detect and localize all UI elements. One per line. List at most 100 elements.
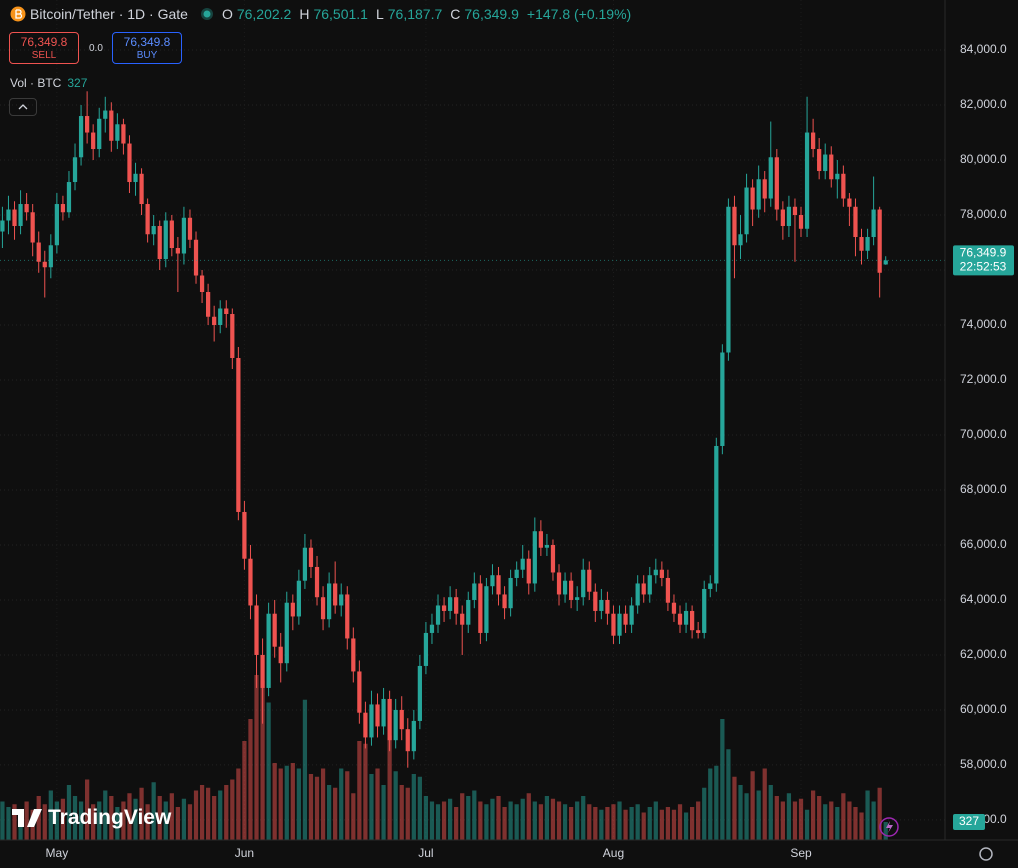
candle-body	[472, 583, 477, 600]
volume-bar	[308, 774, 314, 840]
candle-body	[85, 116, 90, 133]
volume-bar	[218, 790, 223, 840]
candle-body	[496, 575, 501, 595]
candle-body	[72, 157, 78, 183]
candle-body	[272, 613, 277, 647]
candle-body	[738, 234, 743, 246]
candle-body	[532, 531, 537, 584]
candle-body	[60, 204, 66, 213]
candle-body	[230, 314, 235, 358]
candle-body	[24, 204, 29, 213]
volume-bar	[798, 798, 804, 840]
ohlc-value: 76,187.7	[387, 6, 443, 22]
candle-body	[54, 204, 59, 246]
candle-body	[538, 531, 543, 548]
volume-bar	[103, 790, 108, 840]
volume-bar	[593, 807, 598, 840]
candle-body	[623, 613, 628, 625]
price-tag-countdown: 22:52:53	[960, 260, 1007, 274]
volume-bar	[865, 790, 870, 840]
volume-bar	[363, 743, 368, 840]
volume-bar	[756, 790, 761, 840]
candle-body	[720, 352, 725, 446]
candle-body	[139, 173, 144, 205]
candle-body	[157, 226, 162, 260]
ohlc-key: C	[450, 6, 461, 22]
candle-body	[212, 316, 217, 326]
volume-bar	[605, 807, 610, 840]
volume-bar	[472, 790, 477, 840]
volume-bar	[466, 796, 471, 840]
volume-bar	[478, 801, 483, 840]
candle-body	[744, 187, 749, 235]
settings-icon[interactable]	[979, 847, 993, 861]
volume-bar	[871, 801, 876, 840]
candle-body	[266, 613, 271, 688]
x-tick-label: May	[46, 846, 69, 860]
y-tick-label: 58,000.0	[960, 757, 1007, 771]
volume-bar	[853, 807, 858, 840]
volume-bar	[199, 785, 205, 840]
candle-body	[381, 698, 386, 727]
price-tag	[953, 245, 1014, 276]
y-tick-label: 82,000.0	[960, 97, 1007, 111]
candle-body	[677, 613, 683, 625]
ohlc-key: L	[375, 6, 384, 22]
buy-label: BUY	[136, 50, 158, 61]
candle-body	[841, 173, 846, 199]
candle-body	[829, 154, 834, 180]
volume-bar	[302, 699, 308, 840]
candle-body	[568, 580, 574, 600]
candle-body	[780, 209, 785, 227]
candle-body	[417, 665, 422, 721]
candle-body	[296, 580, 301, 617]
volume-bar	[115, 807, 120, 840]
volume-bar	[66, 785, 72, 840]
candle-body	[544, 544, 550, 548]
y-tick-label: 74,000.0	[960, 317, 1007, 331]
sell-button[interactable]: 76,349.8 SELL	[9, 32, 79, 64]
volume-bar	[677, 804, 683, 840]
candle-body	[817, 149, 822, 172]
coin-icon	[10, 6, 26, 22]
candle-body	[12, 209, 17, 227]
candle-body	[804, 132, 810, 229]
candle-body	[835, 173, 840, 180]
volume-bar	[278, 768, 283, 840]
volume-bar	[423, 796, 429, 840]
market-status	[200, 8, 213, 20]
candle-body	[587, 569, 592, 592]
collapse-button[interactable]	[9, 98, 37, 116]
candle-body	[768, 157, 773, 199]
candle-body	[683, 610, 689, 625]
candle-body	[490, 575, 495, 587]
candle-body	[762, 179, 767, 199]
buy-button[interactable]: 76,349.8 BUY	[112, 32, 182, 64]
volume-bar	[738, 785, 743, 840]
candle-body	[193, 239, 199, 276]
volume-bar	[6, 807, 11, 840]
volume-bar	[151, 782, 156, 840]
volume-bar	[212, 796, 217, 840]
candle-body	[181, 217, 187, 254]
volume-bar	[568, 807, 574, 840]
lightning-icon[interactable]	[879, 817, 899, 837]
candle-body	[726, 206, 731, 353]
volume-bar	[127, 793, 132, 840]
volume-bar	[85, 779, 90, 840]
volume-bar	[623, 809, 628, 840]
candle-body	[133, 173, 138, 183]
volume-bar	[441, 801, 447, 840]
x-tick-label: Jul	[418, 846, 433, 860]
volume-bar	[502, 807, 507, 840]
candle-body	[308, 547, 314, 567]
volume-bar	[611, 804, 616, 840]
candle-body	[883, 260, 888, 265]
volume-bar	[514, 804, 519, 840]
candle-body	[877, 209, 882, 273]
volume-bar	[42, 804, 47, 840]
logo[interactable]: TradingView	[12, 806, 171, 830]
candle-body	[339, 594, 344, 606]
candle-body	[199, 275, 205, 293]
candle-body	[454, 597, 459, 614]
